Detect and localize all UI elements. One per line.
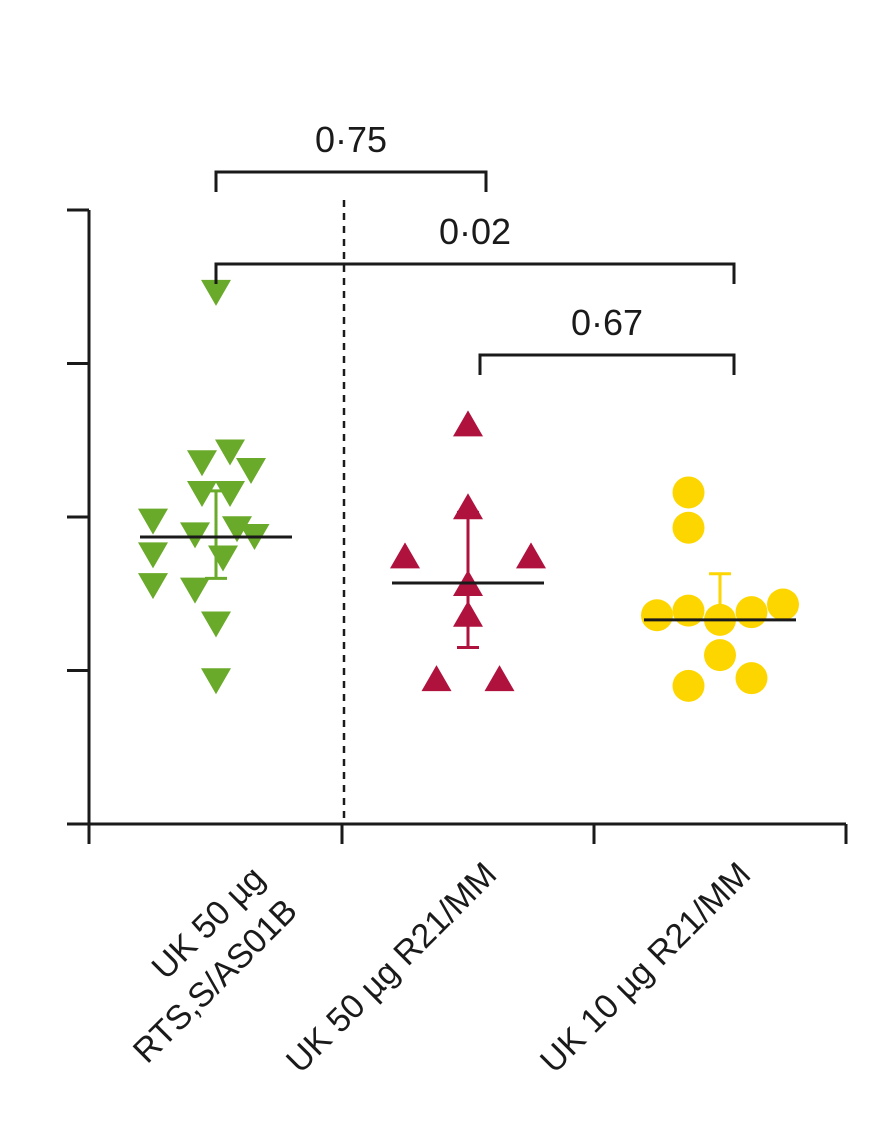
p-value-label: 0·75: [315, 119, 387, 160]
data-point-triangle-down: [138, 508, 168, 535]
data-point-triangle-down: [138, 542, 168, 569]
data-point-triangle-down: [215, 480, 245, 507]
data-point-triangle-up: [484, 665, 515, 692]
data-point-circle: [672, 476, 705, 509]
p-value-label: 0·02: [439, 211, 511, 252]
x-tick-label: UK 10 µg R21/MM: [533, 855, 758, 1080]
x-tick-label-line: UK 50 µg R21/MM: [279, 855, 504, 1080]
data-point-circle: [735, 662, 768, 695]
data-point-triangle-down: [208, 545, 238, 572]
data-point-triangle-down: [138, 573, 168, 600]
data-point-circle: [704, 639, 736, 672]
comparison-bracket: [214, 262, 736, 284]
data-point-triangle-down: [180, 577, 210, 604]
x-tick-label-line: UK 10 µg R21/MM: [533, 855, 758, 1080]
data-point-triangle-up: [421, 665, 452, 692]
data-point-triangle-up: [453, 410, 483, 437]
data-point-triangle-down: [201, 279, 231, 306]
data-point-circle: [641, 599, 673, 632]
comparison-bracket: [478, 353, 736, 375]
data-point-triangle-down: [180, 522, 210, 549]
data-point-circle: [672, 511, 705, 544]
data-point-circle: [672, 669, 705, 702]
data-point-circle: [672, 594, 705, 627]
data-point-triangle-down: [187, 450, 217, 477]
data-point-triangle-down: [236, 457, 266, 484]
data-point-triangle-down: [222, 516, 252, 543]
data-point-triangle-down: [187, 480, 217, 507]
data-point-circle: [767, 588, 799, 621]
p-value-label: 0·67: [571, 302, 643, 343]
comparison-bracket: [214, 170, 488, 192]
x-tick-label: UK 50 µg R21/MM: [279, 855, 504, 1080]
data-point-triangle-down: [201, 668, 231, 695]
data-point-triangle-down: [201, 611, 231, 638]
data-point-triangle-up: [516, 542, 546, 569]
data-point-triangle-down: [215, 439, 245, 466]
data-point-circle: [735, 596, 768, 629]
data-point-triangle-up: [390, 542, 420, 569]
